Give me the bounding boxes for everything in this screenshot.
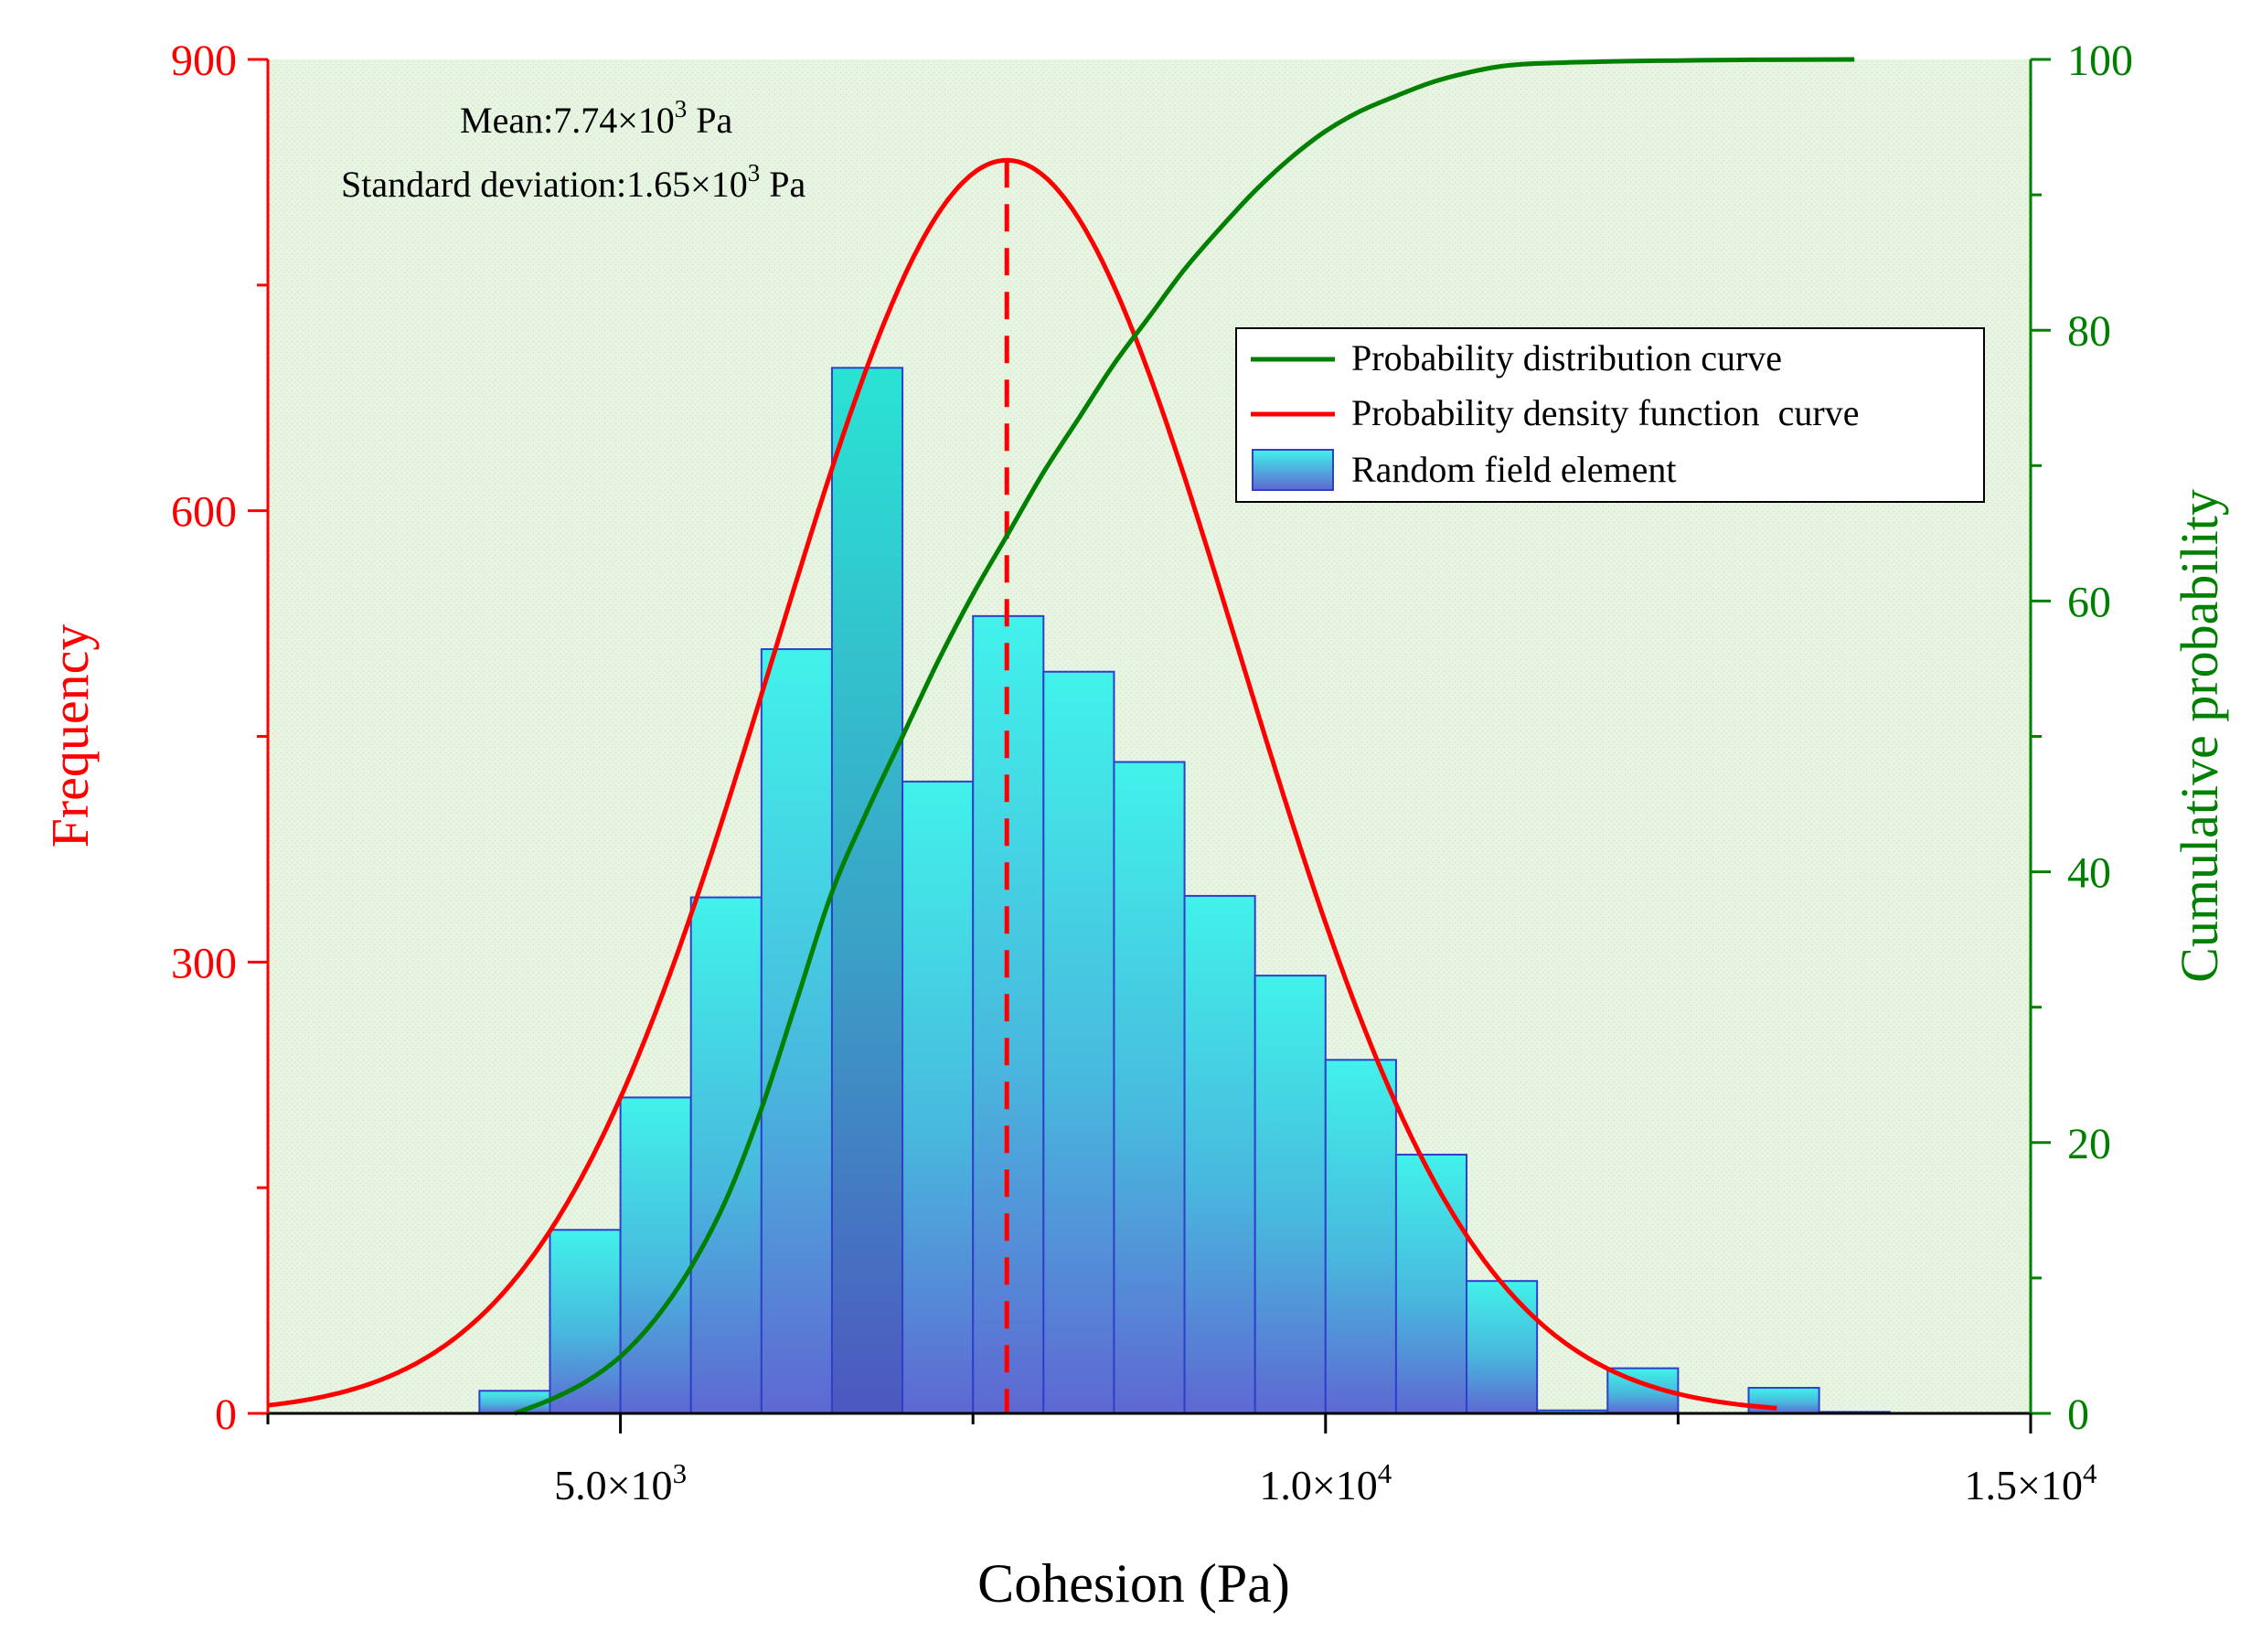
histogram-bar xyxy=(1042,670,1115,1414)
legend-label-histogram: Random field element xyxy=(1351,449,1676,490)
histogram-bar xyxy=(830,367,904,1415)
histogram-bar xyxy=(1394,1153,1468,1415)
histogram-bar xyxy=(901,780,975,1414)
y-left-tick-label: 300 xyxy=(171,939,237,987)
histogram-bar xyxy=(689,896,763,1414)
x-axis-label: Cohesion (Pa) xyxy=(977,1553,1290,1614)
histogram-bars xyxy=(478,367,1891,1415)
y-left-tick-label: 900 xyxy=(171,37,237,85)
probability-density-curve xyxy=(267,157,1777,1411)
mean-annotation: Mean:7.74×103 Pa xyxy=(460,95,732,141)
legend-label-distribution: Probability distribution curve xyxy=(1351,337,1782,378)
legend: Probability distribution curve Probabili… xyxy=(1235,327,1985,503)
sd-annotation: Standard deviation:1.65×103 Pa xyxy=(341,159,805,205)
probability-distribution-curve xyxy=(514,57,1855,1416)
legend-label-density: Probability density function curve xyxy=(1351,392,1859,433)
histogram-bar xyxy=(1183,894,1256,1414)
histogram-bar xyxy=(1113,761,1186,1414)
y-left-tick-label: 600 xyxy=(171,488,237,537)
y-right-tick-label: 100 xyxy=(2067,37,2133,85)
y-right-tick-label: 60 xyxy=(2067,578,2111,626)
histogram-bar xyxy=(1324,1059,1397,1414)
x-tick-label: 1.5×104 xyxy=(1965,1457,2097,1508)
y-right-tick-label: 40 xyxy=(2067,849,2111,898)
histogram-bar xyxy=(1254,975,1327,1414)
x-tick-label: 1.0×104 xyxy=(1259,1457,1392,1508)
histogram-bar xyxy=(478,1390,551,1414)
histogram-bar xyxy=(619,1096,692,1415)
legend-box xyxy=(1235,327,1985,503)
x-tick-label: 5.0×103 xyxy=(554,1457,687,1508)
histogram-bar xyxy=(1747,1387,1820,1414)
y-right-tick-label: 20 xyxy=(2067,1120,2111,1168)
y-right-axis-label: Cumulative probability xyxy=(2170,489,2229,983)
legend-swatch-histogram xyxy=(1252,449,1334,491)
axis-ticks: 0 300 600 900 0 20 40 60 80 100 5.0×103 1.0×104 1.5×… xyxy=(171,37,2133,1508)
y-left-axis-label: Frequency xyxy=(40,624,100,848)
histogram-bar xyxy=(760,648,833,1414)
y-right-tick-label: 80 xyxy=(2067,307,2111,356)
y-left-tick-label: 0 xyxy=(215,1391,237,1439)
histogram-bar xyxy=(549,1229,622,1414)
histogram-bar xyxy=(1466,1280,1539,1415)
y-right-tick-label: 0 xyxy=(2067,1391,2089,1439)
